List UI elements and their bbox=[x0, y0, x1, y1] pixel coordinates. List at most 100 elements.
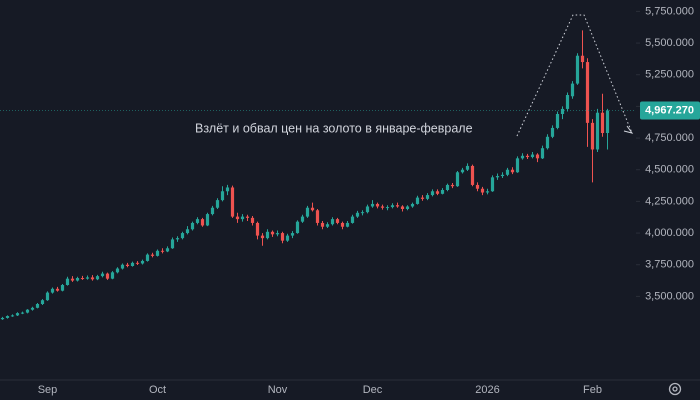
candle-body bbox=[255, 222, 260, 236]
candle-body bbox=[150, 254, 155, 256]
candle-body bbox=[90, 277, 95, 280]
candle-body bbox=[20, 312, 25, 314]
candle-body bbox=[495, 176, 500, 178]
y-tick-label: 5,750.000 bbox=[645, 5, 694, 17]
x-tick-label: Sep bbox=[38, 384, 58, 396]
candle-body bbox=[145, 254, 150, 261]
candle-body bbox=[5, 316, 10, 318]
candle-body bbox=[360, 212, 365, 214]
candle-body bbox=[505, 169, 510, 175]
candle-body bbox=[430, 191, 435, 196]
candle-body bbox=[565, 95, 570, 109]
candle-body bbox=[425, 195, 430, 199]
candle-body bbox=[30, 307, 35, 310]
settings-icon[interactable] bbox=[668, 382, 682, 396]
candle-body bbox=[550, 127, 555, 137]
candle-body bbox=[605, 110, 610, 133]
price-label: 4,967.270 bbox=[645, 104, 694, 116]
y-tick-label: 4,750.000 bbox=[645, 132, 694, 144]
candle-body bbox=[515, 158, 520, 173]
candle-body bbox=[95, 276, 100, 280]
x-tick-label: 2026 bbox=[475, 384, 499, 396]
candle-body bbox=[320, 222, 325, 227]
candle-body bbox=[540, 148, 545, 159]
candle-body bbox=[210, 207, 215, 215]
candle-body bbox=[590, 122, 595, 150]
candle-body bbox=[410, 203, 415, 207]
candle-body bbox=[135, 262, 140, 264]
candle-body bbox=[290, 233, 295, 236]
candle-body bbox=[225, 187, 230, 192]
candle-body bbox=[190, 222, 195, 230]
candle-body bbox=[215, 200, 220, 208]
candle-body bbox=[370, 203, 375, 207]
candle-body bbox=[340, 222, 345, 227]
candle-body bbox=[230, 187, 235, 217]
candle-body bbox=[275, 233, 280, 235]
candle-body bbox=[240, 216, 245, 220]
candle-body bbox=[105, 273, 110, 279]
y-tick-label: 3,500.000 bbox=[645, 290, 694, 302]
candle-body bbox=[65, 278, 70, 285]
x-tick-label: Oct bbox=[149, 384, 166, 396]
candle-body bbox=[85, 277, 90, 279]
candle-body bbox=[205, 214, 210, 226]
y-tick-label: 3,750.000 bbox=[645, 259, 694, 271]
candle-body bbox=[490, 177, 495, 192]
candle-body bbox=[100, 273, 105, 277]
candle-body bbox=[395, 205, 400, 207]
candle-body bbox=[385, 207, 390, 209]
candle-body bbox=[475, 184, 480, 189]
candle-body bbox=[115, 268, 120, 273]
candle-body bbox=[15, 313, 20, 316]
candle-body bbox=[525, 155, 530, 158]
candle-body bbox=[285, 235, 290, 241]
candle-body bbox=[265, 231, 270, 239]
settings-icon-ring[interactable] bbox=[668, 382, 682, 396]
candle-body bbox=[375, 203, 380, 207]
candle-body bbox=[335, 219, 340, 223]
x-tick-label: Nov bbox=[268, 384, 288, 396]
candle-body bbox=[555, 114, 560, 128]
x-tick-label: Feb bbox=[583, 384, 602, 396]
candle-body bbox=[155, 250, 160, 256]
candle-body bbox=[400, 206, 405, 209]
candle-body bbox=[595, 112, 600, 150]
candle-body bbox=[455, 172, 460, 187]
candle-body bbox=[35, 304, 40, 308]
candle-body bbox=[535, 154, 540, 159]
y-tick-label: 4,000.000 bbox=[645, 227, 694, 239]
candle-body bbox=[175, 238, 180, 240]
candle-body bbox=[200, 219, 205, 226]
candle-body bbox=[260, 235, 265, 239]
annotation-drawing bbox=[516, 14, 633, 137]
settings-icon-hub[interactable] bbox=[672, 386, 678, 392]
candle-body bbox=[600, 112, 605, 133]
candle-body bbox=[80, 278, 85, 280]
candle-body bbox=[325, 224, 330, 227]
candle-body bbox=[560, 108, 565, 114]
candle-body bbox=[405, 206, 410, 209]
candle-body bbox=[140, 260, 145, 264]
candle-body bbox=[220, 191, 225, 201]
candle-body bbox=[510, 169, 515, 173]
candle-body bbox=[530, 154, 535, 158]
candle-body bbox=[380, 206, 385, 208]
candle-body bbox=[300, 216, 305, 222]
candle-body bbox=[445, 184, 450, 190]
candle-body bbox=[545, 136, 550, 149]
candle-body bbox=[120, 264, 125, 269]
candle-body bbox=[390, 205, 395, 208]
candle-body bbox=[315, 210, 320, 223]
candle-body bbox=[440, 190, 445, 194]
candle-body bbox=[295, 221, 300, 234]
candle-body bbox=[75, 278, 80, 281]
y-tick-label: 5,250.000 bbox=[645, 69, 694, 81]
candle-body bbox=[415, 197, 420, 204]
x-tick-label: Dec bbox=[363, 384, 383, 396]
candle-body bbox=[245, 216, 250, 218]
candle-body bbox=[585, 62, 590, 123]
candle-body bbox=[500, 174, 505, 177]
